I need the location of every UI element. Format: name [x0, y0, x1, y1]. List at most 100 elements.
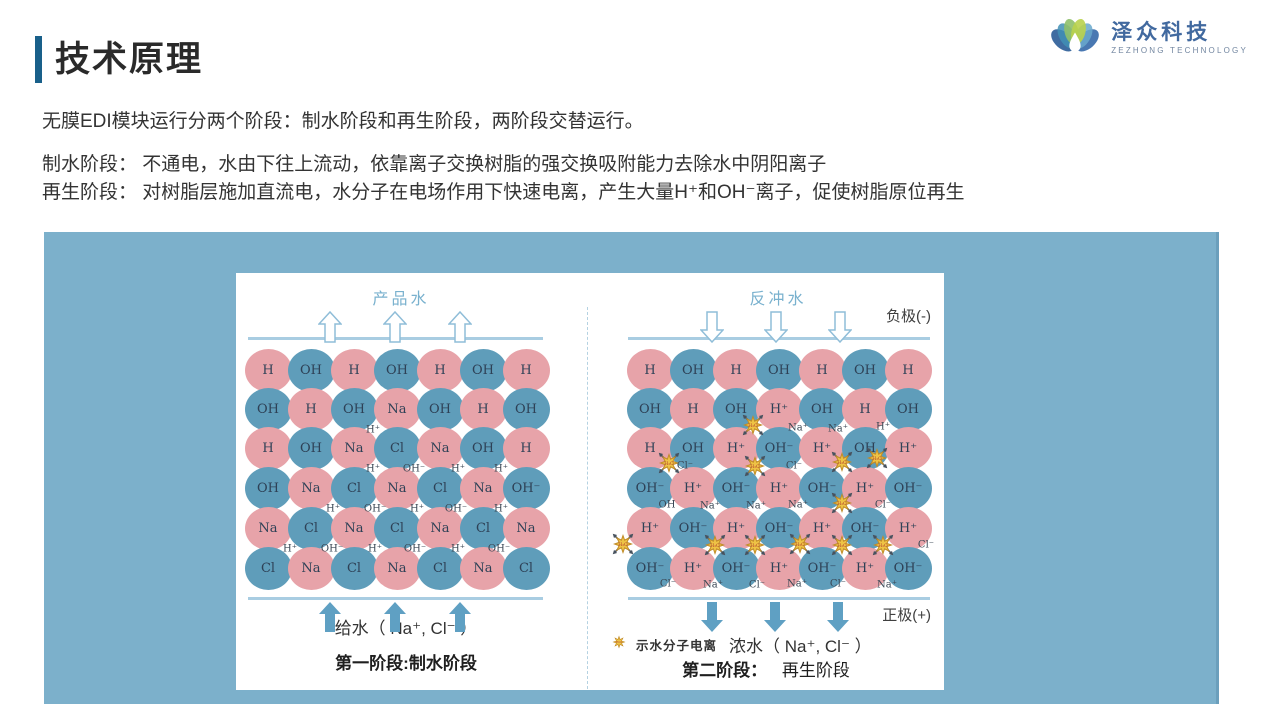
feed-water-label: 给水（ Na⁺, Cl⁻ ） — [334, 619, 478, 638]
resin-bead: H — [244, 348, 292, 392]
resin-bead: Na — [416, 426, 464, 470]
svg-text:H₂O: H₂O — [748, 423, 758, 429]
resin-bead: Cl — [459, 506, 507, 550]
resin-bead: Na — [373, 466, 421, 510]
water-split-star-icon: H₂O — [783, 527, 817, 561]
company-logo: 泽众科技 ZEZHONG TECHNOLOGY — [1049, 10, 1248, 67]
ion-label: Cl⁻ — [785, 460, 803, 472]
resin-bead: OH⁻ — [884, 466, 932, 510]
resin-bead: OH⁻ — [798, 466, 846, 510]
logo-company-name: 泽众科技 — [1111, 21, 1212, 45]
ion-label: H⁺ — [494, 463, 508, 475]
resin-bead: H — [502, 426, 550, 470]
svg-text:H₂O: H₂O — [710, 543, 720, 549]
water-split-star-icon: H₂O — [608, 631, 630, 658]
left-flow-arrow-hollow-up — [317, 310, 343, 348]
resin-bead: OH — [669, 426, 717, 470]
resin-bead: H⁺ — [626, 506, 674, 550]
resin-bead: OH⁻ — [626, 546, 674, 590]
right-bottom-membrane-line — [628, 597, 930, 600]
ion-label: H⁺ — [366, 463, 380, 475]
resin-bead: H⁺ — [884, 506, 932, 550]
stage2-caption: 第二阶段： 再生阶段 — [616, 656, 916, 681]
resin-bead: OH — [373, 348, 421, 392]
ion-label: OH — [658, 499, 676, 511]
regeneration-phase-description: 再生阶段： 对树脂层施加直流电，水分子在电场作用下快速电离，产生大量H⁺和OH⁻… — [42, 182, 965, 203]
ion-label: Cl⁻ — [676, 460, 694, 472]
resin-bead: H — [626, 348, 674, 392]
right-flow-arrow-hollow-down — [763, 311, 789, 348]
water-split-star-icon: H₂O — [825, 445, 859, 479]
resin-bead: H⁺ — [798, 426, 846, 470]
ion-label: OH⁻ — [444, 503, 468, 515]
right-flow-arrow-filled-down — [826, 601, 850, 638]
right-flow-arrow-hollow-down — [699, 311, 725, 348]
resin-bead: OH⁻ — [502, 466, 550, 510]
water-split-star-icon: H₂O — [825, 486, 859, 520]
svg-text:H₂O: H₂O — [878, 543, 888, 549]
resin-bead: Cl — [287, 506, 335, 550]
resin-bead: H⁺ — [841, 546, 889, 590]
right-flow-arrow-filled-down — [763, 601, 787, 638]
resin-bead: H — [884, 348, 932, 392]
ion-label: H⁺ — [368, 543, 382, 555]
left-flow-arrow-filled-up — [383, 601, 407, 638]
ion-label: H⁺ — [366, 424, 380, 436]
svg-text:H₂O: H₂O — [872, 456, 882, 462]
intro-text: 无膜EDI模块运行分两个阶段：制水阶段和再生阶段，两阶段交替运行。 — [42, 111, 644, 132]
water-split-star-icon: H₂O — [866, 528, 900, 562]
resin-bead: Cl — [330, 546, 378, 590]
resin-bead: OH — [626, 387, 674, 431]
resin-bead: Na — [244, 506, 292, 550]
resin-bead: Na — [416, 506, 464, 550]
resin-bead: H — [798, 348, 846, 392]
resin-bead: OH⁻ — [669, 506, 717, 550]
resin-bead: Cl — [244, 546, 292, 590]
ion-label: H⁺ — [494, 503, 508, 515]
ion-label: OH⁻ — [403, 543, 427, 555]
resin-bead: H⁺ — [755, 387, 803, 431]
resin-bead: OH — [244, 466, 292, 510]
left-flow-arrow-filled-up — [318, 601, 342, 638]
ion-label: Na⁺ — [703, 579, 723, 591]
water-split-star-icon: H₂O — [606, 527, 640, 561]
negative-electrode-label: 负极(-) — [886, 308, 931, 325]
water-split-star-icon: H₂O — [825, 528, 859, 562]
stage2-caption-bold: 第二阶段： — [682, 661, 768, 680]
resin-bead: OH — [502, 387, 550, 431]
resin-bead: Na — [287, 546, 335, 590]
ion-label: OH⁻ — [402, 463, 426, 475]
production-phase-description: 制水阶段： 不通电，水由下往上流动，依靠离子交换树脂的强交换吸附能力去除水中阴阳… — [42, 154, 827, 175]
left-flow-arrow-hollow-up — [447, 310, 473, 348]
ion-label: Cl⁻ — [917, 539, 935, 551]
resin-bead: OH — [669, 348, 717, 392]
resin-bead: H — [841, 387, 889, 431]
svg-text:H₂O: H₂O — [837, 460, 847, 466]
resin-bead: OH⁻ — [798, 546, 846, 590]
resin-bead: H — [669, 387, 717, 431]
resin-bead: OH⁻ — [755, 426, 803, 470]
right-flow-arrow-hollow-down — [827, 311, 853, 348]
water-split-star-icon: H₂O — [736, 408, 770, 442]
resin-bead: OH — [841, 348, 889, 392]
ion-label: H⁺ — [326, 503, 340, 515]
resin-bead: Na — [373, 546, 421, 590]
resin-bead: OH⁻ — [712, 466, 760, 510]
resin-bead: OH⁻ — [626, 466, 674, 510]
ion-label: Na⁺ — [700, 500, 720, 512]
stage2-caption-rest: 再生阶段 — [781, 661, 850, 680]
page-title: 技术原理 — [55, 40, 204, 79]
resin-bead: H — [244, 426, 292, 470]
svg-text:H₂O: H₂O — [618, 542, 628, 548]
left-flow-arrow-filled-up — [448, 601, 472, 638]
resin-bead: Na — [287, 466, 335, 510]
svg-text:H₂O: H₂O — [750, 464, 760, 470]
water-split-star-icon: H₂O — [738, 449, 772, 483]
resin-bead: H⁺ — [669, 466, 717, 510]
resin-bead: OH — [287, 348, 335, 392]
resin-bead: Cl — [373, 426, 421, 470]
ion-label: OH⁻ — [363, 503, 387, 515]
resin-bead: OH — [755, 348, 803, 392]
resin-bead: Na — [330, 426, 378, 470]
ion-label: H⁺ — [451, 463, 465, 475]
